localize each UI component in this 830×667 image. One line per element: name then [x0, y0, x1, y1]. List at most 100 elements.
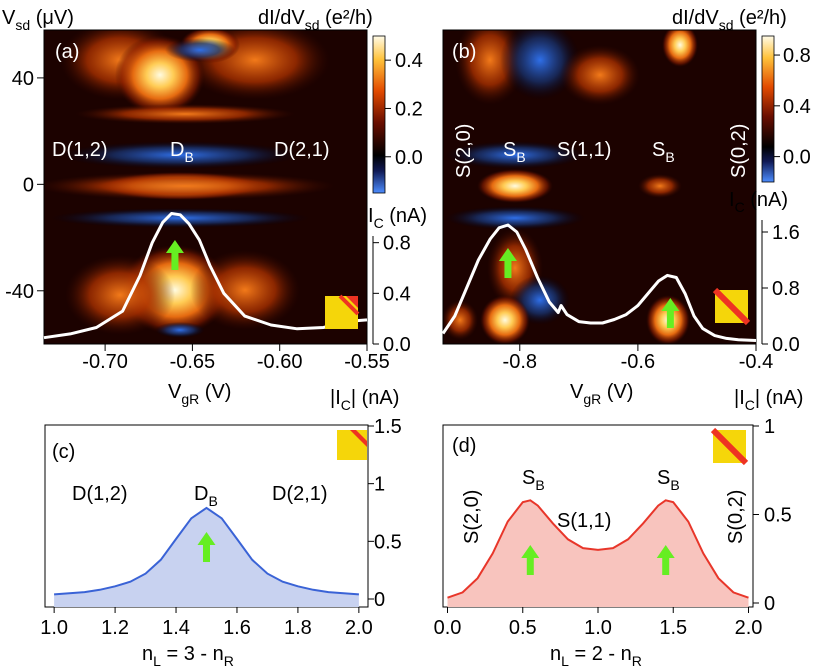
- colorbar-a-tick-label-2: 0.0: [395, 147, 423, 169]
- x-tick-label-d-0: 0.0: [434, 617, 462, 639]
- annotation-c-d21: D(2,1): [272, 483, 328, 505]
- panel-d: (d) S(2,0) SB S(1,1) SB S(0,2) 0.0 0.5 1.0…: [434, 387, 804, 667]
- colorbar-a-ticks: 0.4 0.2 0.0: [385, 50, 423, 169]
- y-axis-c: 1.5 1 0.5 0: [368, 416, 402, 611]
- x-tick-label-d-1: 0.5: [509, 617, 537, 639]
- colorbar-a-tick-label-1: 0.2: [395, 98, 423, 120]
- x-tick-label-d-2: 1.0: [584, 617, 612, 639]
- x-tick-label-c-1: 1.2: [101, 617, 129, 639]
- colorbar-a-tick-label-0: 0.4: [395, 50, 423, 72]
- legend-square-d: [710, 427, 749, 466]
- legend-square-a: [325, 294, 360, 329]
- arrows-a: [165, 240, 184, 270]
- panel-label-d: (d): [452, 435, 476, 457]
- x-axis-title-a: VgR (V): [168, 381, 231, 407]
- panel-c: (c) D(1,2) DB D(2,1) 1.0 1.2 1.4 1.6 1.8 2.0 …: [40, 387, 402, 667]
- annotation-d-s20: S(2,0): [461, 490, 483, 544]
- annotation-s20: S(2,0): [453, 124, 475, 178]
- y-tick-label-c-1: 1: [374, 474, 385, 496]
- x-tick-label-b-0: -0.8: [503, 351, 537, 373]
- annotation-s02: S(0,2): [728, 124, 750, 178]
- x-axis-title-c: nL = 3 - nR: [142, 643, 234, 667]
- area-d-fill: [447, 500, 749, 607]
- y-tick-label-a-0: 40: [12, 68, 34, 90]
- arrow-c: [197, 532, 216, 562]
- annotation-d-s11: S(1,1): [557, 510, 611, 532]
- x-axis-b: -0.8 -0.6 -0.4: [443, 343, 773, 373]
- ic-axis-b-tick-label-2: 0.0: [772, 334, 800, 356]
- colorbar-b-title: dI/dVsd (e²/h): [672, 7, 787, 33]
- ic-axis-a-tick-label-0: 0.8: [383, 233, 411, 255]
- arrow-b-right: [661, 298, 680, 328]
- x-tick-label-d-3: 1.5: [659, 617, 687, 639]
- y-axis-a: 40 0 -40: [5, 68, 44, 303]
- panel-label-c: (c): [52, 441, 75, 463]
- ic-axis-a-tick-label-2: 0.0: [383, 334, 411, 356]
- x-axis-title-b: VgR (V): [570, 381, 633, 407]
- y-tick-label-c-0: 1.5: [374, 416, 402, 438]
- colorbar-a-title: dI/dVsd (e²/h): [258, 7, 373, 33]
- x-tick-label-c-5: 2.0: [345, 617, 373, 639]
- x-tick-label-a-1: -0.65: [170, 351, 216, 373]
- annotation-s11: S(1,1): [557, 139, 611, 161]
- y-axis-title-c: |IC| (nA): [330, 387, 399, 413]
- x-tick-label-a-3: -0.55: [344, 351, 390, 373]
- x-tick-label-c-3: 1.6: [223, 617, 251, 639]
- annotation-d-s02: S(0,2): [725, 490, 747, 544]
- y-tick-label-a-1: 0: [23, 174, 34, 196]
- y-tick-label-d-1: 0.5: [764, 505, 792, 527]
- x-tick-label-d-4: 2.0: [735, 617, 763, 639]
- x-tick-label-b-2: -0.4: [739, 351, 773, 373]
- panel-b: (b) S(2,0) SB S(1,1) SB S(0,2) -0.8 -0.6-…: [441, 7, 811, 407]
- y-axis-title-d: |IC| (nA): [734, 387, 803, 413]
- x-axis-c: 1.0 1.2 1.4 1.6 1.8 2.0: [40, 607, 373, 639]
- y-axis-title-a: Vsd (μV): [2, 7, 74, 33]
- legend-square-c: [337, 430, 367, 460]
- arrow-b-left: [498, 248, 517, 278]
- ic-axis-b-tick-label-1: 0.8: [772, 278, 800, 300]
- y-tick-label-d-0: 1: [764, 416, 775, 438]
- colorbar-b: [761, 35, 775, 183]
- arrow-a: [165, 240, 184, 270]
- ic-axis-b-tick-label-0: 1.6: [772, 222, 800, 244]
- x-axis-title-d: nL = 2 - nR: [550, 643, 642, 667]
- line-c: [54, 506, 359, 596]
- arrows-b: [498, 248, 680, 328]
- x-tick-label-b-1: -0.6: [621, 351, 655, 373]
- arrows-d: [521, 545, 675, 575]
- ic-axis-a-tick-label-1: 0.4: [383, 283, 411, 305]
- annotation-d21: D(2,1): [274, 139, 330, 161]
- x-tick-label-a-0: -0.70: [82, 351, 128, 373]
- x-tick-label-c-0: 1.0: [40, 617, 68, 639]
- x-axis-d: 0.0 0.5 1.0 1.5 2.0: [434, 607, 763, 639]
- colorbar-b-tick-label-1: 0.4: [783, 96, 811, 118]
- colorbar-a: [372, 35, 386, 194]
- y-tick-label-c-3: 0: [374, 589, 385, 611]
- y-tick-label-c-2: 0.5: [374, 531, 402, 553]
- colorbar-b-tick-label-0: 0.8: [783, 45, 811, 67]
- x-tick-label-c-2: 1.4: [162, 617, 190, 639]
- annotation-c-d12: D(1,2): [72, 483, 128, 505]
- x-tick-label-c-4: 1.8: [284, 617, 312, 639]
- y-tick-label-d-2: 0: [764, 593, 775, 615]
- arrow-d-left: [521, 545, 540, 575]
- annotation-d12: D(1,2): [52, 139, 108, 161]
- arrows-c: [197, 532, 216, 562]
- line-d: [447, 499, 749, 599]
- y-tick-label-a-2: -40: [5, 281, 34, 303]
- heatmap-b: [443, 30, 756, 344]
- panel-a: (a) D(1,2) DB D(2,1) 400-40 Vsd (μV) -0.…: [2, 7, 427, 407]
- panel-label-b: (b): [452, 41, 476, 63]
- arrow-d-right: [656, 545, 675, 575]
- x-axis-a: -0.70 -0.65 -0.60 -0.55: [44, 343, 390, 373]
- legend-square-b: [712, 287, 751, 326]
- ic-axis-b: 1.6 0.8 0.0: [761, 220, 800, 356]
- ic-axis-a: 0.8 0.4 0.0: [372, 233, 411, 356]
- x-tick-label-a-2: -0.60: [257, 351, 303, 373]
- ic-axis-title-a: IC (nA): [368, 205, 427, 231]
- colorbar-b-ticks: 0.8 0.4 0.0: [774, 45, 811, 169]
- ic-overlay-a: [43, 212, 368, 340]
- heatmap-a: [44, 30, 367, 344]
- colorbar-b-tick-label-2: 0.0: [783, 147, 811, 169]
